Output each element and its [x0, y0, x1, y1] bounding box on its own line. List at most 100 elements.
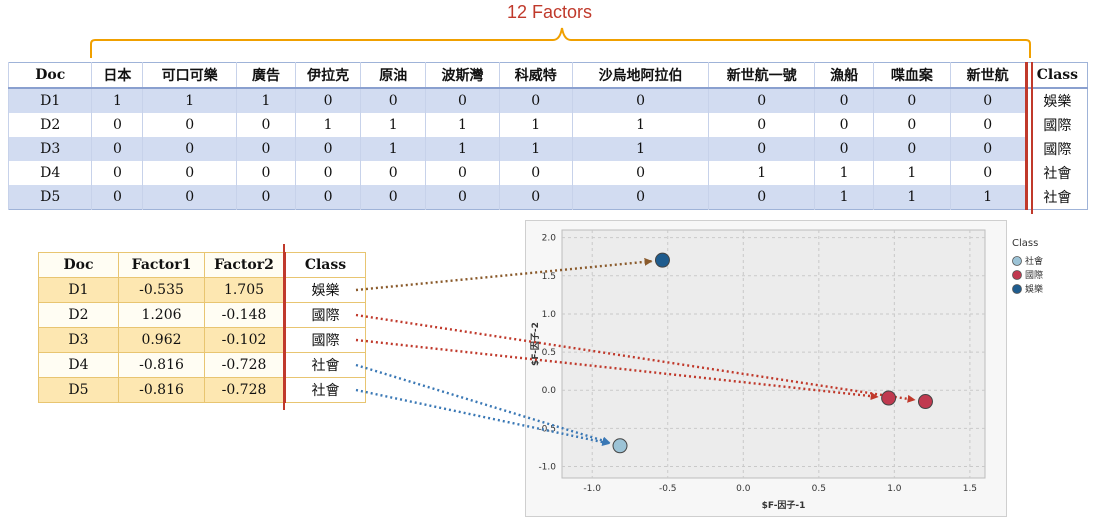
factor-header-cell: Factor1 [118, 252, 205, 278]
matrix-cell: 0 [360, 161, 426, 185]
matrix-cell: 0 [235, 137, 296, 161]
factor-cell: -0.816 [118, 352, 205, 378]
matrix-cell: 1 [571, 137, 709, 161]
matrix-cell: 0 [235, 161, 296, 185]
matrix-cell: 1 [295, 113, 361, 137]
matrix-cell: 0 [235, 113, 296, 137]
factor-cell: D1 [38, 277, 119, 303]
matrix-cell: 0 [708, 113, 815, 137]
matrix-cell: 0 [360, 88, 426, 113]
matrix-cell: D5 [7, 185, 92, 210]
matrix-cell: 0 [91, 137, 143, 161]
matrix-header-cell: Class [1024, 62, 1088, 89]
matrix-cell: 0 [708, 88, 815, 113]
y-tick-label: 0.5 [542, 348, 556, 358]
matrix-cell: 1 [814, 161, 874, 185]
y-tick-label: -1.0 [538, 463, 556, 473]
matrix-cell: 0 [235, 185, 296, 210]
factor-row: D1 -0.535 1.705 娛樂 [38, 277, 366, 303]
matrix-cell: 0 [708, 137, 815, 161]
factor-cell: D3 [38, 327, 119, 353]
mapping-arrow [355, 313, 916, 403]
factors-annotation: 12 Factors [0, 2, 1099, 23]
plot-points [612, 252, 933, 454]
factor-cell: -0.102 [204, 327, 285, 353]
matrix-cell: 1 [873, 185, 950, 210]
matrix-cell: 0 [295, 137, 361, 161]
matrix-cell: 1 [235, 88, 296, 113]
matrix-header-cell: 波斯灣 [425, 62, 500, 89]
matrix-cell: 0 [873, 113, 950, 137]
matrix-row: D5 0 0 0 0 0 0 0 0 0 1 1 1 社會 [7, 185, 1088, 210]
matrix-cell: D3 [7, 137, 92, 161]
matrix-header-cell: 沙烏地阿拉伯 [571, 62, 709, 89]
factor-cell: D4 [38, 352, 119, 378]
matrix-header-cell: 原油 [360, 62, 426, 89]
matrix-row: D1 1 1 1 0 0 0 0 0 0 0 0 0 娛樂 [7, 88, 1088, 113]
matrix-cell: 0 [295, 161, 361, 185]
factor-cell: -0.148 [204, 302, 285, 328]
matrix-cell: 0 [142, 161, 237, 185]
matrix-cell: 0 [425, 88, 500, 113]
plot-axes: -1.0-0.50.00.51.01.52.01.51.00.50.0-0.5-… [530, 234, 977, 511]
matrix-cell: 0 [425, 161, 500, 185]
y-tick-label: 1.0 [542, 310, 557, 320]
legend-entry-label: 社會 [1025, 255, 1043, 267]
mapping-arrow [355, 388, 611, 446]
matrix-cell: 0 [295, 185, 361, 210]
x-tick-label: 1.0 [887, 484, 902, 494]
factor-header-row: Doc Factor1 Factor2 Class [38, 252, 366, 278]
matrix-cell: 0 [571, 185, 709, 210]
matrix-header-cell: 日本 [91, 62, 143, 89]
matrix-cell: 1 [360, 113, 426, 137]
matrix-cell: 1 [498, 137, 573, 161]
matrix-cell: 0 [571, 161, 709, 185]
matrix-cell: 0 [814, 113, 874, 137]
matrix-cell: 1 [498, 113, 573, 137]
x-tick-label: -1.0 [583, 484, 601, 494]
legend-title: Class [1012, 238, 1038, 249]
x-tick-label: 0.0 [736, 484, 751, 494]
matrix-header-cell: Doc [7, 62, 92, 89]
matrix-cell: 社會 [1024, 185, 1088, 210]
matrix-cell: 國際 [1024, 137, 1088, 161]
matrix-header-cell: 喋血案 [873, 62, 950, 89]
matrix-cell: 1 [571, 113, 709, 137]
factor-scores-table: Doc Factor1 Factor2 Class D1 -0.535 1.705 娛樂 D2… [38, 252, 366, 403]
y-tick-label: 0.0 [542, 386, 557, 396]
matrix-cell: 1 [142, 88, 237, 113]
legend-entry-label: 娛樂 [1025, 283, 1043, 295]
matrix-header-cell: 伊拉克 [295, 62, 361, 89]
matrix-cell: 0 [498, 161, 573, 185]
matrix-cell: 0 [91, 161, 143, 185]
document-term-matrix: Doc 日本 可口可樂 廣告 伊拉克 原油 波斯灣 科威特 沙烏地阿拉伯 新世航一號 漁船 喋血案 新世… [7, 62, 1088, 210]
y-tick-label: 1.5 [542, 272, 556, 282]
matrix-cell: D4 [7, 161, 92, 185]
matrix-cell: 0 [360, 185, 426, 210]
matrix-cell: 0 [142, 113, 237, 137]
legend-marker [1012, 284, 1022, 294]
factor-cell: 國際 [283, 302, 366, 328]
x-tick-label: 1.5 [963, 484, 977, 494]
matrix-cell: 0 [142, 185, 237, 210]
matrix-header-cell: 漁船 [814, 62, 874, 89]
matrix-cell: 0 [295, 88, 361, 113]
matrix-cell: 1 [425, 137, 500, 161]
plot-grid [561, 229, 986, 479]
matrix-cell: 0 [91, 113, 143, 137]
y-tick-label: 2.0 [542, 234, 557, 244]
matrix-cell: 1 [814, 185, 874, 210]
matrix-row: D3 0 0 0 0 1 1 1 1 0 0 0 0 國際 [7, 137, 1088, 161]
factors-brace [90, 27, 1033, 410]
mapping-arrows [355, 257, 916, 446]
matrix-cell: 1 [708, 161, 815, 185]
mapping-arrow [355, 363, 611, 445]
factor-header-cell: Class [283, 252, 366, 278]
matrix-cell: 0 [708, 185, 815, 210]
factor-cell: 1.705 [204, 277, 285, 303]
matrix-cell: 0 [498, 185, 573, 210]
matrix-header-cell: 廣告 [235, 62, 296, 89]
matrix-cell: 社會 [1024, 161, 1088, 185]
factor-row: D5 -0.816 -0.728 社會 [38, 377, 366, 403]
